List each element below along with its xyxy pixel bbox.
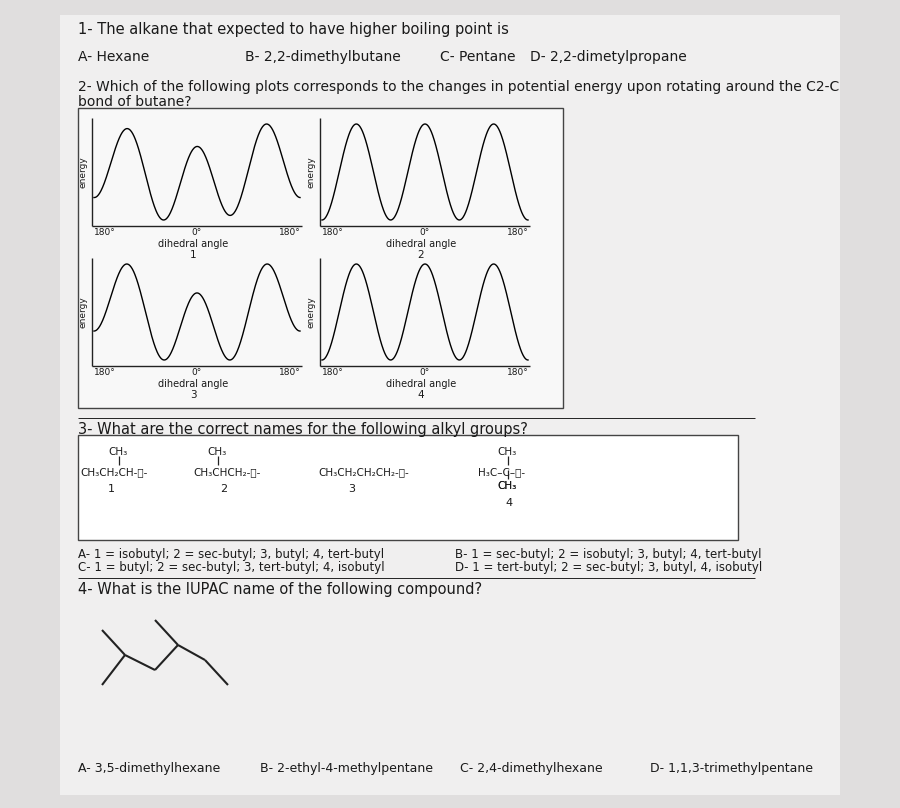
Text: D- 1 = tert-butyl; 2 = sec-butyl; 3, butyl, 4, isobutyl: D- 1 = tert-butyl; 2 = sec-butyl; 3, but… (455, 561, 762, 574)
Text: dihedral angle: dihedral angle (158, 239, 228, 249)
Text: 1- The alkane that expected to have higher boiling point is: 1- The alkane that expected to have high… (78, 22, 508, 37)
Text: 0°: 0° (192, 368, 202, 377)
Text: D- 1,1,3-trimethylpentane: D- 1,1,3-trimethylpentane (650, 762, 813, 775)
Text: dihedral angle: dihedral angle (386, 379, 456, 389)
Text: 2: 2 (220, 484, 227, 494)
Bar (60, 15, 840, 795)
Text: CH₃: CH₃ (497, 481, 517, 491)
Text: C- 1 = butyl; 2 = sec-butyl; 3, tert-butyl; 4, isobutyl: C- 1 = butyl; 2 = sec-butyl; 3, tert-but… (78, 561, 384, 574)
Text: 180°: 180° (322, 228, 344, 237)
Text: A- 1 = isobutyl; 2 = sec-butyl; 3, butyl; 4, tert-butyl: A- 1 = isobutyl; 2 = sec-butyl; 3, butyl… (78, 548, 384, 561)
Text: 4: 4 (418, 390, 424, 400)
Bar (78, 435, 738, 540)
Text: 3- What are the correct names for the following alkyl groups?: 3- What are the correct names for the fo… (78, 422, 528, 437)
Text: 1: 1 (108, 484, 115, 494)
Text: CH₃CH₂CH₂CH₂-␤-: CH₃CH₂CH₂CH₂-␤- (318, 467, 409, 477)
Text: 180°: 180° (279, 368, 301, 377)
Text: energy: energy (78, 156, 87, 188)
Text: 3: 3 (190, 390, 196, 400)
Text: B- 2,2-dimethylbutane: B- 2,2-dimethylbutane (245, 50, 400, 64)
Text: C- Pentane: C- Pentane (440, 50, 516, 64)
Text: 180°: 180° (508, 228, 529, 237)
Text: dihedral angle: dihedral angle (386, 239, 456, 249)
Text: dihedral angle: dihedral angle (158, 379, 228, 389)
Text: CH₃: CH₃ (207, 447, 226, 457)
Text: energy: energy (78, 296, 87, 328)
Text: 180°: 180° (322, 368, 344, 377)
Text: CH₃: CH₃ (497, 447, 517, 457)
Text: H₃C–C–␤-: H₃C–C–␤- (478, 467, 525, 477)
Text: 180°: 180° (279, 228, 301, 237)
Text: CH₃CHCH₂-␤-: CH₃CHCH₂-␤- (193, 467, 260, 477)
Text: 180°: 180° (94, 368, 116, 377)
Text: CH₃: CH₃ (497, 481, 517, 491)
Text: 2: 2 (418, 250, 424, 260)
Text: 180°: 180° (508, 368, 529, 377)
Text: 3: 3 (348, 484, 355, 494)
Text: 0°: 0° (420, 228, 430, 237)
Text: 0°: 0° (192, 228, 202, 237)
Text: energy: energy (307, 296, 316, 328)
Text: 180°: 180° (94, 228, 116, 237)
Text: energy: energy (307, 156, 316, 188)
Text: 4- What is the IUPAC name of the following compound?: 4- What is the IUPAC name of the followi… (78, 582, 482, 597)
Text: A- Hexane: A- Hexane (78, 50, 149, 64)
Text: D- 2,2-dimetylpropane: D- 2,2-dimetylpropane (530, 50, 687, 64)
Text: bond of butane?: bond of butane? (78, 95, 192, 109)
Text: B- 2-ethyl-4-methylpentane: B- 2-ethyl-4-methylpentane (260, 762, 433, 775)
Text: 4: 4 (505, 498, 512, 508)
Text: 0°: 0° (420, 368, 430, 377)
Text: 2- Which of the following plots corresponds to the changes in potential energy u: 2- Which of the following plots correspo… (78, 80, 839, 94)
Text: C- 2,4-dimethylhexane: C- 2,4-dimethylhexane (460, 762, 603, 775)
Text: A- 3,5-dimethylhexane: A- 3,5-dimethylhexane (78, 762, 220, 775)
Text: CH₃CH₂CH-␤-: CH₃CH₂CH-␤- (80, 467, 148, 477)
Bar (78, 108, 563, 408)
Text: CH₃: CH₃ (108, 447, 127, 457)
Text: B- 1 = sec-butyl; 2 = isobutyl; 3, butyl; 4, tert-butyl: B- 1 = sec-butyl; 2 = isobutyl; 3, butyl… (455, 548, 761, 561)
Text: 1: 1 (190, 250, 196, 260)
